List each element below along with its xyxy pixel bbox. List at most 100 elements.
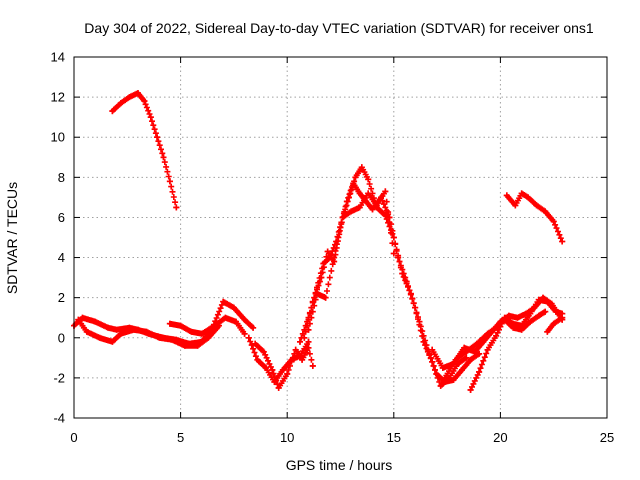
data-point: [220, 298, 227, 305]
data-point: [365, 176, 372, 183]
data-point: [96, 334, 103, 341]
data-point: [463, 348, 470, 355]
data-point: [262, 364, 269, 371]
data-point: [250, 324, 257, 331]
data-point: [177, 322, 184, 329]
data-point: [484, 330, 491, 337]
data-point: [559, 238, 566, 245]
data-point: [301, 334, 308, 341]
plot-area: [71, 90, 566, 393]
data-point: [147, 114, 154, 121]
y-tick-label: 14: [51, 50, 65, 65]
data-point: [518, 190, 525, 197]
data-point: [83, 328, 90, 335]
data-point: [501, 316, 508, 323]
series-track-6: [245, 334, 312, 385]
data-point: [535, 296, 542, 303]
data-point: [452, 356, 459, 363]
data-point: [510, 324, 517, 331]
data-point: [194, 342, 201, 349]
data-point: [160, 154, 167, 161]
data-point: [241, 316, 248, 323]
data-point: [544, 298, 551, 305]
data-point: [181, 342, 188, 349]
y-tick-label: -2: [53, 370, 65, 385]
data-point: [275, 384, 282, 391]
data-point: [559, 314, 566, 321]
data-point: [245, 334, 252, 341]
data-point: [550, 218, 557, 225]
x-axis-title: GPS time / hours: [286, 457, 393, 473]
data-point: [130, 326, 137, 333]
data-point: [198, 330, 205, 337]
data-point: [358, 164, 365, 171]
data-point: [476, 350, 483, 357]
y-tick-label: 10: [51, 130, 65, 145]
data-point: [471, 348, 478, 355]
series-track-3: [75, 316, 222, 349]
data-point: [211, 322, 218, 329]
data-point: [126, 94, 133, 101]
y-tick-label: 4: [58, 250, 65, 265]
data-point: [527, 318, 534, 325]
data-point: [143, 328, 150, 335]
data-point: [284, 370, 291, 377]
axis-ticks: 0 5 10 15 20 25 -4 -2 0 2 4 6 8 10 12 14: [51, 50, 615, 446]
data-point: [141, 98, 148, 105]
data-point: [343, 198, 350, 205]
data-point: [188, 328, 195, 335]
data-point: [542, 208, 549, 215]
y-axis-title: SDTVAR / TECUs: [4, 182, 20, 294]
x-tick-label: 10: [280, 430, 294, 445]
data-point: [109, 338, 116, 345]
data-point: [233, 318, 239, 325]
data-point: [254, 356, 261, 363]
data-point: [169, 336, 176, 343]
data-point: [463, 354, 470, 361]
data-point: [309, 362, 316, 369]
data-point: [348, 208, 355, 215]
series-track-1: [109, 90, 180, 211]
data-point: [412, 304, 419, 311]
data-point: [156, 334, 163, 341]
data-point: [166, 320, 173, 327]
x-tick-label: 25: [600, 430, 614, 445]
y-tick-label: 0: [58, 330, 65, 345]
data-point: [324, 248, 331, 255]
data-point: [552, 308, 559, 315]
data-point: [297, 352, 303, 359]
data-point: [533, 202, 540, 209]
series-track-9: [305, 188, 397, 333]
series-track-7: [297, 164, 483, 385]
data-point: [356, 190, 363, 197]
data-point: [514, 314, 521, 321]
data-point: [117, 330, 124, 337]
series-track-4: [166, 314, 248, 337]
data-point: [542, 308, 549, 315]
plot-frame: [73, 56, 608, 419]
data-point: [365, 190, 372, 197]
data-point: [439, 364, 446, 371]
data-point: [476, 368, 483, 375]
data-point: [205, 334, 212, 341]
data-point: [154, 134, 161, 141]
y-tick-label: 6: [58, 210, 65, 225]
data-point: [369, 206, 376, 213]
data-point: [314, 290, 320, 297]
marker-trace: [109, 90, 180, 211]
data-point: [420, 338, 427, 345]
data-point: [109, 108, 116, 115]
data-point: [544, 328, 551, 335]
data-point: [484, 346, 491, 353]
data-point: [503, 192, 510, 199]
data-point: [535, 312, 542, 319]
data-point: [373, 202, 380, 209]
data-point: [450, 376, 457, 383]
x-tick-label: 0: [70, 430, 77, 445]
data-point: [493, 324, 500, 331]
data-point: [79, 314, 86, 321]
x-tick-label: 20: [493, 430, 507, 445]
marker-trace: [442, 308, 549, 381]
y-tick-label: -4: [53, 411, 65, 426]
